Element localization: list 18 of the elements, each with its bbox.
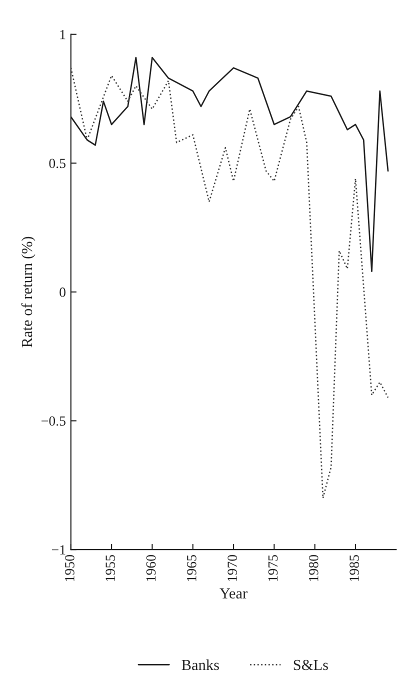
x-tick-label: 1955 xyxy=(106,555,116,582)
legend-label: Banks xyxy=(182,659,219,670)
x-tick-label: 1950 xyxy=(64,554,74,582)
x-tick-label: 1985 xyxy=(350,555,359,582)
x-tick-label: 1970 xyxy=(228,554,237,582)
y-tick-label: 0 xyxy=(60,288,66,297)
legend-label: S&Ls xyxy=(294,660,328,670)
y-tick-label: −0.5 xyxy=(42,416,66,426)
x-tick-label: 1975 xyxy=(268,555,278,582)
x-tick-label: 1965 xyxy=(187,555,196,582)
x-tick-label: 1980 xyxy=(308,554,318,582)
line-series xyxy=(70,67,389,499)
y-axis-title: Rate of return (%) xyxy=(21,236,36,348)
x-tick-label: 1960 xyxy=(146,554,156,582)
y-tick-label: −1 xyxy=(52,545,66,554)
x-axis-title: Year xyxy=(220,588,248,599)
y-tick-label: 1 xyxy=(60,30,66,40)
y-tick-label: 0.5 xyxy=(49,158,66,168)
